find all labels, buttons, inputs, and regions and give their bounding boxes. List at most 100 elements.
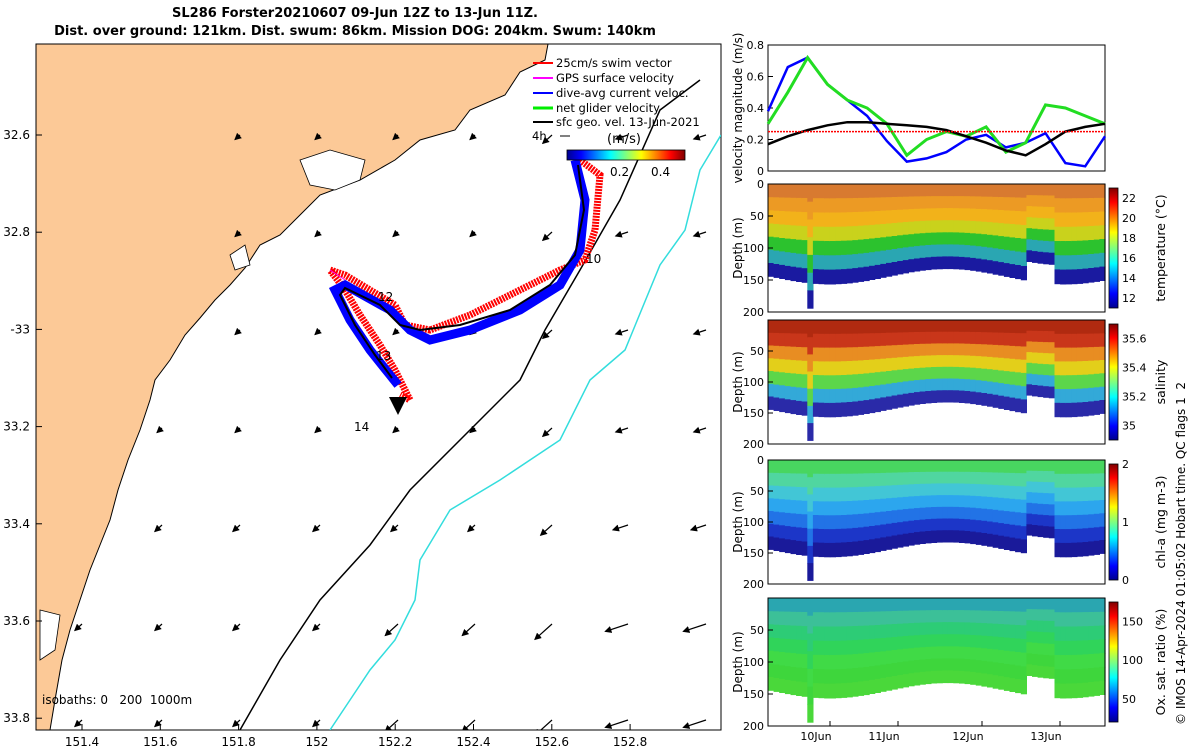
geo-arrow-51 [461, 719, 476, 730]
geo-arrow-34 [539, 524, 553, 537]
geo-arrow-33 [467, 524, 476, 533]
geo-arrow-22 [234, 425, 242, 434]
colorbar-tick-label: 50 [1122, 693, 1136, 706]
depth-tick-label: 200 [743, 306, 764, 319]
depth-tick-label: 150 [743, 547, 764, 560]
geo-arrow-26 [541, 427, 553, 438]
map-xtick-label: 152 [305, 735, 328, 749]
colorbar-tick-label: 14 [1122, 272, 1136, 285]
geo-arrow-3 [469, 132, 477, 141]
depth-tick-label: 200 [743, 578, 764, 591]
geo-arrow-27 [614, 426, 629, 434]
geo-arrow-8 [314, 229, 322, 238]
colorbar-2 [1108, 463, 1119, 581]
map-ytick-label: 33.2 [3, 420, 30, 434]
map-ytick-label: 33.4 [3, 517, 30, 531]
geo-arrow-21 [156, 425, 164, 434]
colorbar-tick-label: 35.4 [1122, 362, 1147, 375]
coastline-land [36, 44, 549, 730]
map-legend: 25cm/s swim vector GPS surface velocity … [532, 56, 700, 179]
geo-arrow-29 [154, 524, 163, 533]
heatmap-panel-3: 50 100 150 200 Depth (m) 50 100 150 Ox. sat. rat… [731, 597, 1168, 743]
day-label-13: 13 [376, 349, 391, 363]
vel-ytick-label: 0.2 [747, 134, 765, 147]
depth-label: Depth (m) [731, 491, 745, 552]
colorbar-tick-label: 18 [1122, 232, 1136, 245]
depth-tick-label: 150 [743, 274, 764, 287]
depth-tick-label: 50 [750, 210, 764, 223]
geo-arrow-14 [234, 327, 242, 336]
geo-arrow-44 [604, 623, 629, 633]
depth-label: Depth (m) [731, 217, 745, 278]
map-xtick-label: 152.2 [378, 735, 412, 749]
depth-label: Depth (m) [731, 351, 745, 412]
vel-ytick-label: 0.8 [747, 39, 765, 52]
legend-gps-velocity: GPS surface velocity [556, 71, 674, 85]
isobath-200m [239, 79, 701, 730]
series-sfc-geo-vel- [767, 120, 1106, 157]
legend-swim-vector: 25cm/s swim vector [556, 56, 672, 70]
map-ytick-label: 33.6 [3, 614, 30, 628]
dive-avg-current-track [328, 158, 590, 388]
legend-net-velocity: net glider velocity [556, 101, 660, 115]
geo-arrow-40 [312, 623, 321, 632]
geo-arrow-13 [692, 230, 707, 238]
map-xtick-label: 151.6 [143, 735, 177, 749]
colorbar-tick-label: 100 [1122, 654, 1143, 667]
map-panel: 10 12 13 14 25cm/s swim vector GPS surfa… [3, 43, 722, 749]
geo-arrow-46 [74, 719, 83, 728]
map-xtick-label: 152.8 [613, 735, 647, 749]
colorbar-label: Ox. sat. ratio (%) [1153, 609, 1168, 716]
colorbar-tick-label: 16 [1122, 252, 1136, 265]
date-tick-label: 12Jun [952, 730, 983, 743]
vel-ytick-label: 0 [757, 165, 764, 178]
geo-arrow-39 [232, 623, 241, 632]
vel-ylabel: velocity magnitude (m/s) [731, 33, 745, 184]
geo-arrow-5 [614, 133, 629, 141]
depth-tick-label: 50 [750, 624, 764, 637]
colorbar-label: chl-a (mg m-3) [1153, 476, 1168, 569]
geo-arrow-19 [614, 328, 629, 336]
map-ytick-label: 32.8 [3, 225, 30, 239]
geo-arrow-28 [692, 426, 707, 434]
map-ytick-label: 32.6 [3, 128, 30, 142]
geo-arrow-37 [74, 623, 83, 632]
depth-tick-label: 200 [743, 438, 764, 451]
colorbar-tick-label: 35 [1122, 420, 1136, 433]
geo-arrow-4 [541, 134, 553, 145]
geo-arrow-10 [469, 229, 477, 238]
colorbar-1 [1108, 323, 1119, 441]
date-tick-label: 13Jun [1030, 730, 1061, 743]
geo-arrow-15 [314, 327, 322, 336]
map-x-ticks: 151.4 151.6 151.8 152 152.2 152.4 152.6 152.8 [65, 724, 647, 749]
geo-arrow-42 [461, 623, 476, 637]
heatmap-panel-1: 50 100 150 200 Depth (m) 35 35.2 35.4 35.6 salini… [731, 319, 1168, 451]
glider-net-track [338, 164, 586, 379]
colorbar-label: salinity [1153, 359, 1168, 404]
day-label-14: 14 [354, 420, 369, 434]
map-y-ticks: 32.6 32.8 -33 33.2 33.4 33.6 33.8 [3, 128, 42, 725]
geo-arrow-2 [392, 132, 400, 141]
figure-title-line2: Dist. over ground: 121km. Dist. swum: 86… [54, 24, 656, 39]
geo-arrow-12 [614, 230, 629, 238]
colorbar-tick-label: 2 [1122, 458, 1129, 471]
heatmap-panel-0: 0 50 100 150 200 Depth (m) 12 14 16 18 20 22 tempera… [731, 178, 1168, 319]
depth-tick-label: 100 [743, 656, 764, 669]
vel-ytick-label: 0.6 [747, 71, 765, 84]
map-xtick-label: 152.4 [456, 735, 490, 749]
depth-tick-label: 50 [750, 345, 764, 358]
colorbar-tick-label: 20 [1122, 212, 1136, 225]
colorbar-tick-label: 12 [1122, 292, 1136, 305]
depth-tick-label: 0 [757, 178, 764, 191]
depth-tick-label: 100 [743, 516, 764, 529]
geo-arrow-48 [232, 719, 241, 728]
geo-arrow-31 [312, 524, 321, 533]
isobath-1000m [329, 134, 721, 730]
geo-arrow-53 [604, 719, 629, 729]
geo-arrow-23 [314, 425, 322, 434]
geo-arrow-7 [234, 229, 242, 238]
depth-tick-label: 50 [750, 485, 764, 498]
map-ytick-label: -33 [10, 322, 30, 336]
